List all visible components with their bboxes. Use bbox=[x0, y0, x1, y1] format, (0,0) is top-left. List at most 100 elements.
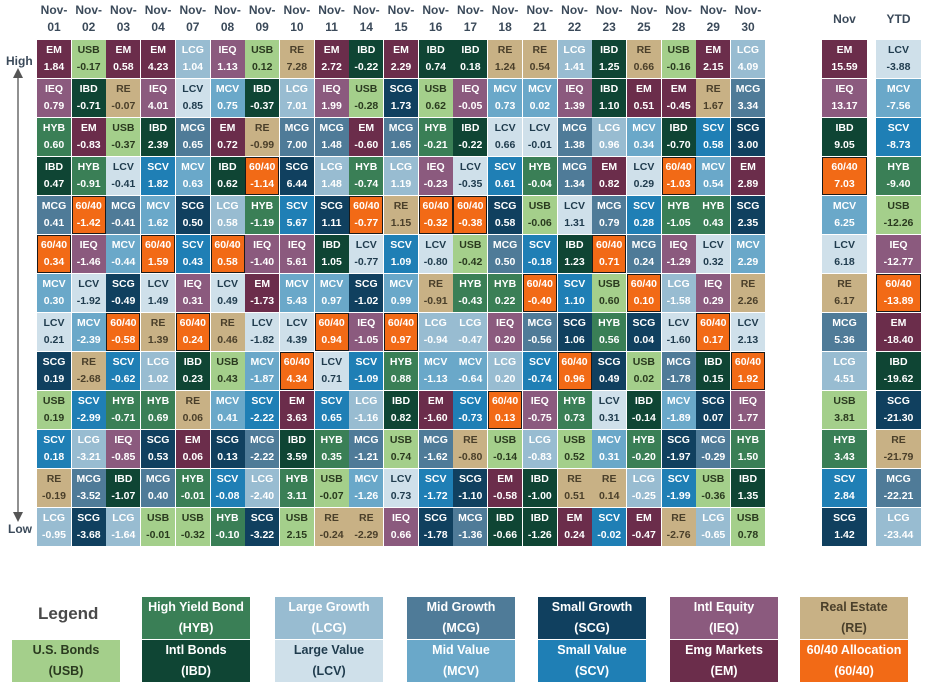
cell-return-value: 0.34 bbox=[633, 139, 655, 151]
cell-return-value: 1.02 bbox=[147, 373, 169, 385]
cell-return-value: 2.15 bbox=[703, 61, 724, 73]
return-cell: MCG 1.38 bbox=[557, 118, 592, 156]
legend-item-name: Small Growth bbox=[551, 600, 633, 614]
cell-return-value: 1.23 bbox=[564, 256, 585, 268]
column-header-month: Nov- bbox=[318, 3, 345, 17]
return-cell: RE 7.28 bbox=[279, 40, 314, 78]
column-header-month: Nov- bbox=[630, 3, 658, 17]
cell-asset-code: MCG bbox=[631, 239, 657, 251]
return-cell: LCV -0.41 bbox=[106, 157, 141, 195]
column-header-month: Nov- bbox=[179, 3, 207, 17]
legend-item-name: Intl Equity bbox=[693, 600, 755, 614]
column-header: Nov- 14 bbox=[349, 0, 383, 38]
return-cell: MCV 0.97 bbox=[314, 274, 349, 312]
column-header: Nov- 11 bbox=[315, 0, 349, 38]
return-cell: MCG 0.79 bbox=[592, 196, 627, 234]
cell-asset-code: IBD bbox=[218, 161, 237, 173]
cell-return-value: 15.59 bbox=[831, 61, 858, 73]
return-cell: LCG 4.09 bbox=[731, 40, 765, 78]
cell-asset-code: SCV bbox=[112, 356, 135, 368]
cell-asset-code: LCV bbox=[702, 239, 724, 251]
cell-asset-code: 60/40 bbox=[75, 200, 102, 212]
cell-return-value: -0.60 bbox=[354, 139, 379, 151]
cell-return-value: 0.07 bbox=[703, 412, 724, 424]
cell-return-value: 1.49 bbox=[147, 295, 169, 307]
cell-asset-code: IBD bbox=[287, 434, 306, 446]
return-cell: MCV -0.64 bbox=[453, 352, 488, 390]
return-cell: EM 1.84 bbox=[37, 40, 71, 78]
return-cell: SCG 1.73 bbox=[384, 79, 418, 117]
return-cell: SCV 1.82 bbox=[141, 157, 176, 195]
cell-return-value: 4.09 bbox=[737, 61, 759, 73]
cell-asset-code: 60/40 bbox=[457, 200, 484, 212]
return-cell: SCV -0.18 bbox=[522, 235, 557, 273]
cell-asset-code: MCG bbox=[458, 512, 483, 524]
cell-asset-code: MCG bbox=[832, 317, 857, 329]
return-cell: MCG 1.48 bbox=[314, 118, 349, 156]
cell-return-value: 0.13 bbox=[217, 451, 238, 463]
cell-return-value: 2.84 bbox=[834, 490, 855, 502]
return-cell: EM 0.06 bbox=[175, 430, 210, 468]
cell-return-value: -3.21 bbox=[76, 451, 101, 463]
cell-return-value: -0.74 bbox=[354, 178, 379, 190]
cell-asset-code: LCV bbox=[668, 317, 690, 329]
cell-return-value: 1.48 bbox=[321, 139, 342, 151]
return-cell: 60/40 1.59 bbox=[141, 235, 176, 273]
cell-return-value: 1.92 bbox=[737, 373, 759, 385]
cell-asset-code: LCG bbox=[833, 356, 856, 368]
cell-asset-code: LCV bbox=[888, 44, 909, 56]
cell-asset-code: EM bbox=[705, 44, 722, 56]
return-cell: EM -0.83 bbox=[71, 118, 106, 156]
cell-asset-code: SCG bbox=[887, 395, 910, 407]
column-header-day: 22 bbox=[567, 20, 582, 34]
return-cell: RE 0.46 bbox=[210, 313, 245, 351]
cell-asset-code: SCG bbox=[632, 317, 656, 329]
return-cell: LCG -2.40 bbox=[245, 469, 280, 507]
return-cell: HYB -1.19 bbox=[245, 196, 280, 234]
return-cell: 60/40 -1.03 bbox=[661, 157, 696, 195]
return-cell: SCV -0.73 bbox=[453, 391, 488, 429]
cell-return-value: -0.42 bbox=[458, 256, 483, 268]
column-header-month: Nov- bbox=[248, 3, 276, 17]
return-cell: SCG -1.02 bbox=[349, 274, 384, 312]
return-cell: MCV -0.44 bbox=[106, 235, 141, 273]
cell-return-value: 1.10 bbox=[598, 100, 620, 112]
return-cell: RE 0.66 bbox=[626, 40, 661, 78]
column-header-month: Nov- bbox=[734, 3, 762, 17]
return-cell: 60/40 0.71 bbox=[592, 235, 627, 273]
column-header-month: Nov- bbox=[214, 3, 241, 17]
legend-item: High Yield Bond (HYB) bbox=[142, 597, 250, 639]
cell-return-value: 0.62 bbox=[425, 100, 446, 112]
cell-return-value: -18.40 bbox=[883, 334, 914, 346]
return-cell: RE 0.14 bbox=[592, 469, 627, 507]
cell-return-value: -1.36 bbox=[458, 529, 483, 541]
cell-asset-code: LCV bbox=[390, 473, 412, 485]
return-cell: MCV 0.30 bbox=[37, 274, 71, 312]
cell-return-value: 0.02 bbox=[529, 100, 551, 112]
cell-return-value: -0.91 bbox=[76, 178, 101, 190]
cell-asset-code: SCG bbox=[563, 317, 586, 329]
cell-return-value: 2.13 bbox=[737, 334, 759, 346]
cell-asset-code: SCG bbox=[146, 434, 170, 446]
cell-return-value: -1.73 bbox=[250, 295, 275, 307]
cell-asset-code: LCG bbox=[320, 161, 343, 173]
cell-return-value: -0.95 bbox=[42, 529, 66, 541]
cell-asset-code: EM bbox=[636, 512, 652, 524]
return-cell: LCV 0.29 bbox=[626, 157, 661, 195]
return-cell: LCV 0.31 bbox=[592, 391, 627, 429]
cell-asset-code: EM bbox=[890, 317, 907, 329]
cell-return-value: 0.19 bbox=[43, 373, 65, 385]
return-cell: RE 2.26 bbox=[731, 274, 765, 312]
cell-return-value: 0.73 bbox=[390, 490, 412, 502]
cell-return-value: -1.78 bbox=[423, 529, 448, 541]
return-cell: RE 0.51 bbox=[557, 469, 592, 507]
cell-return-value: 0.31 bbox=[182, 295, 204, 307]
cell-return-value: -1.78 bbox=[666, 373, 691, 385]
return-cell: MCV 0.63 bbox=[175, 157, 210, 195]
return-cell: LCG 1.41 bbox=[557, 40, 592, 78]
cell-return-value: 1.84 bbox=[43, 61, 65, 73]
cell-return-value: 0.06 bbox=[182, 412, 204, 424]
return-cell: SCG 0.53 bbox=[141, 430, 176, 468]
cell-return-value: -0.22 bbox=[354, 61, 379, 73]
cell-asset-code: USB bbox=[598, 278, 621, 290]
